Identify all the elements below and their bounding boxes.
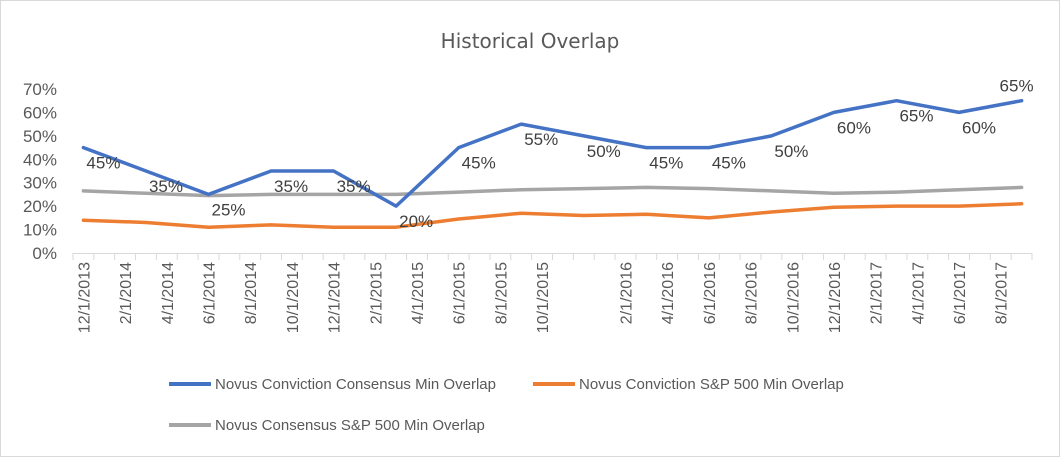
y-tick-label: 50%	[23, 127, 57, 146]
series-line-2	[81, 202, 1024, 229]
data-label: 20%	[399, 212, 433, 231]
x-tick-label: 4/1/2017	[910, 262, 927, 324]
chart-title: Historical Overlap	[440, 29, 620, 53]
data-label: 50%	[774, 142, 808, 161]
data-label: 35%	[149, 177, 183, 196]
data-label: 60%	[962, 118, 996, 137]
series-line-1	[81, 98, 1024, 208]
data-label: 45%	[86, 154, 120, 173]
x-tick-label: 10/1/2015	[535, 262, 552, 333]
data-label: 65%	[899, 107, 933, 126]
y-tick-label: 60%	[23, 103, 57, 122]
x-tick-label: 2/1/2016	[618, 262, 635, 324]
data-label: 45%	[712, 154, 746, 173]
legend-label: Novus Conviction Consensus Min Overlap	[215, 376, 496, 393]
data-label: 55%	[524, 130, 558, 149]
data-label: 35%	[337, 177, 371, 196]
x-tick-label: 8/1/2016	[744, 262, 761, 324]
legend-label: Novus Consensus S&P 500 Min Overlap	[215, 417, 485, 434]
x-tick-label: 6/1/2015	[452, 262, 469, 324]
x-tick-label: 12/1/2013	[76, 262, 93, 333]
x-tick-label: 6/1/2017	[952, 262, 969, 324]
x-tick-label: 2/1/2014	[118, 262, 135, 324]
x-tick-label: 8/1/2014	[243, 262, 260, 324]
data-label: 25%	[211, 200, 245, 219]
y-tick-label: 0%	[32, 244, 57, 263]
y-tick-label: 10%	[23, 221, 57, 240]
x-tick-label: 4/1/2014	[160, 262, 177, 324]
x-tick-label: 6/1/2016	[702, 262, 719, 324]
y-tick-label: 20%	[23, 197, 57, 216]
x-tick-label: 4/1/2016	[660, 262, 677, 324]
data-label: 60%	[837, 118, 871, 137]
x-tick-label: 8/1/2015	[493, 262, 510, 324]
data-label: 65%	[1000, 77, 1034, 96]
x-tick-label: 8/1/2017	[994, 262, 1011, 324]
x-tick-label: 10/1/2016	[785, 262, 802, 333]
x-tick-label: 12/1/2016	[827, 262, 844, 333]
x-tick-label: 4/1/2015	[410, 262, 427, 324]
y-tick-label: 30%	[23, 174, 57, 193]
y-tick-label: 40%	[23, 150, 57, 169]
data-label: 35%	[274, 177, 308, 196]
x-tick-label: 2/1/2015	[368, 262, 385, 324]
legend-label: Novus Conviction S&P 500 Min Overlap	[579, 376, 844, 393]
x-tick-label: 10/1/2014	[285, 262, 302, 333]
data-label: 45%	[649, 154, 683, 173]
y-tick-label: 70%	[23, 80, 57, 99]
x-tick-label: 6/1/2014	[202, 262, 219, 324]
x-tick-label: 2/1/2017	[869, 262, 886, 324]
x-tick-label: 12/1/2014	[327, 262, 344, 333]
data-label: 45%	[462, 154, 496, 173]
series-line-3	[81, 185, 1024, 198]
data-label: 50%	[587, 142, 621, 161]
